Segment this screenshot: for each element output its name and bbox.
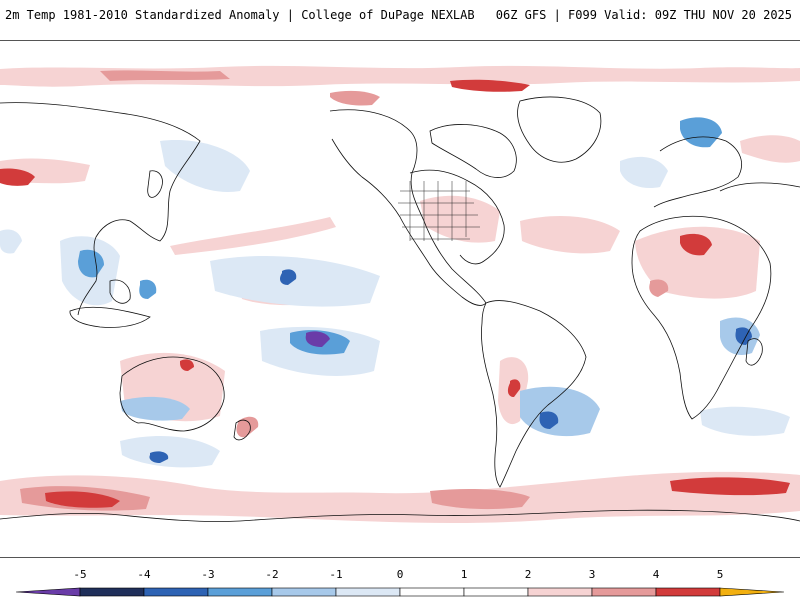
indonesia bbox=[69, 306, 151, 328]
north-america-east-coast bbox=[409, 169, 505, 265]
sa-warm-core bbox=[507, 379, 521, 397]
colorbar-segment bbox=[399, 587, 465, 597]
colorbar-tick-label: 2 bbox=[524, 568, 532, 581]
positive-anomalies bbox=[0, 65, 800, 523]
australia bbox=[119, 356, 225, 432]
coastlines bbox=[0, 96, 800, 522]
southern-ocean-cool bbox=[120, 436, 220, 468]
nz-warm bbox=[236, 416, 259, 438]
greenland-north-warm bbox=[450, 79, 530, 92]
south-indian-cool bbox=[120, 396, 190, 421]
antarctic-warm-band bbox=[0, 471, 800, 523]
australia-warm-core bbox=[180, 359, 194, 371]
madagascar bbox=[745, 338, 763, 366]
colorbar-low-extension bbox=[15, 587, 81, 597]
colorbar-segment bbox=[591, 587, 657, 597]
colorbar-segment bbox=[527, 587, 593, 597]
antarctic-warm-c bbox=[430, 489, 530, 510]
central-pacific-cool bbox=[210, 256, 380, 307]
scandinavia-cool bbox=[680, 117, 722, 148]
colorbar-tick-label: -1 bbox=[329, 568, 343, 581]
africa-warm-b bbox=[649, 279, 669, 297]
philippines-cool bbox=[139, 279, 157, 299]
map-title: 2m Temp 1981-2010 Standardized Anomaly |… bbox=[5, 8, 475, 22]
colorbar-tick-label: 0 bbox=[396, 568, 404, 581]
africa-warm bbox=[635, 226, 760, 299]
japan bbox=[147, 170, 163, 198]
negative-anomalies bbox=[0, 117, 790, 468]
new-zealand bbox=[233, 419, 251, 441]
beaufort-warm bbox=[330, 90, 380, 106]
colorbar-segment bbox=[207, 587, 273, 597]
colorbar-segment bbox=[271, 587, 337, 597]
antarctic-warm-core-b bbox=[670, 477, 790, 496]
east-asia-coast bbox=[0, 102, 201, 316]
colorbar-segment bbox=[463, 587, 529, 597]
east-asia-cool bbox=[160, 140, 250, 192]
south-america bbox=[481, 300, 587, 488]
map-panel[interactable] bbox=[0, 40, 800, 558]
colorbar-tick-label: 5 bbox=[716, 568, 724, 581]
south-indian-east-cool bbox=[700, 406, 790, 436]
colorbar-segment bbox=[655, 587, 721, 597]
antarctic-warm-core-a bbox=[45, 491, 120, 508]
colorbar-tick-label: 3 bbox=[588, 568, 596, 581]
hudson-region bbox=[429, 124, 517, 178]
philippines bbox=[109, 279, 131, 304]
antarctica bbox=[0, 509, 800, 522]
europe bbox=[653, 136, 742, 208]
us-state-grid bbox=[398, 181, 480, 241]
asia-warm-core bbox=[0, 168, 35, 186]
north-atlantic-cool bbox=[620, 156, 668, 189]
atlantic-warm bbox=[520, 216, 620, 254]
colorbar-segment bbox=[79, 587, 145, 597]
africa-warm-core bbox=[680, 233, 712, 256]
south-pacific-extreme-cool bbox=[305, 331, 330, 347]
colorbar: -5 -4 -3 -2 -1 0 1 2 3 4 5 bbox=[0, 568, 800, 600]
africa bbox=[631, 215, 772, 420]
arctic-warm-core-a bbox=[100, 70, 230, 81]
na-warm bbox=[420, 195, 500, 243]
colorbar-strip bbox=[15, 587, 785, 597]
pacific-cool-core-a bbox=[280, 269, 297, 285]
run-info: 06Z GFS | F099 Valid: 09Z THU NOV 20 202… bbox=[495, 8, 792, 22]
state-lines-h bbox=[398, 190, 480, 240]
asia-west-coast bbox=[719, 182, 800, 192]
map-background bbox=[0, 41, 800, 557]
colorbar-high-extension bbox=[719, 587, 785, 597]
arctic-warm-band bbox=[0, 65, 800, 87]
pacific-warm-streak bbox=[170, 217, 336, 255]
colorbar-tick-label: -5 bbox=[73, 568, 87, 581]
west-edge-cool bbox=[0, 229, 22, 254]
state-lines-v bbox=[409, 181, 467, 241]
colorbar-tick-label: 1 bbox=[460, 568, 468, 581]
se-asia-cool-core bbox=[78, 249, 104, 278]
southern-ocean-cool-core bbox=[149, 451, 169, 463]
south-atlantic-cool bbox=[520, 386, 600, 437]
greenland bbox=[517, 96, 602, 163]
header-bar: 2m Temp 1981-2010 Standardized Anomaly |… bbox=[0, 0, 800, 30]
south-atlantic-cool-core bbox=[539, 411, 559, 429]
colorbar-tick-label: -3 bbox=[201, 568, 215, 581]
colorbar-tick-label: -4 bbox=[137, 568, 151, 581]
eurasia-warm bbox=[740, 135, 800, 163]
colorbar-segment bbox=[143, 587, 209, 597]
colorbar-tick-label: -2 bbox=[265, 568, 279, 581]
anomaly-map bbox=[0, 41, 800, 557]
colorbar-tick-label: 4 bbox=[652, 568, 660, 581]
colorbar-segment bbox=[335, 587, 401, 597]
